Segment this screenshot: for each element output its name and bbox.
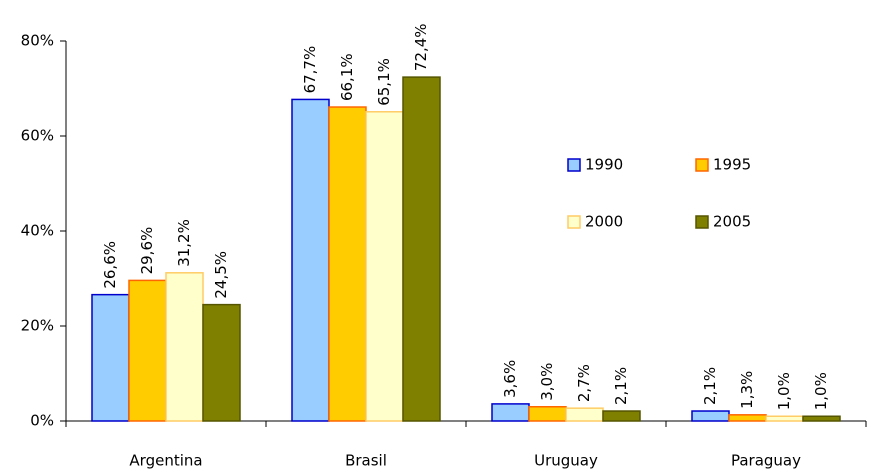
value-label: 2,1% <box>612 367 630 405</box>
x-tick-label: Uruguay <box>534 452 598 470</box>
value-label: 3,6% <box>501 360 519 398</box>
y-tick-label: 0% <box>30 412 54 430</box>
value-label: 2,7% <box>575 364 593 402</box>
legend-label: 1995 <box>713 156 751 174</box>
value-label: 66,1% <box>338 53 356 101</box>
x-tick-label: Brasil <box>345 452 387 470</box>
bar <box>565 407 604 422</box>
bar <box>291 98 330 422</box>
bar <box>202 303 241 422</box>
y-tick-label: 20% <box>21 317 54 335</box>
value-label: 3,0% <box>538 363 556 401</box>
y-tick-label: 40% <box>21 222 54 240</box>
legend-swatch <box>567 158 581 172</box>
bar <box>602 410 641 422</box>
value-label: 2,1% <box>701 367 719 405</box>
bar <box>802 415 841 422</box>
value-label: 29,6% <box>138 227 156 275</box>
legend-swatch <box>567 215 581 229</box>
x-tick-label: Argentina <box>129 452 202 470</box>
bar <box>691 410 730 422</box>
value-label: 72,4% <box>412 23 430 71</box>
bar <box>402 76 441 422</box>
legend-label: 1990 <box>585 156 623 174</box>
y-tick-label: 60% <box>21 127 54 145</box>
x-tick-label: Paraguay <box>731 452 801 470</box>
y-tick-label: 80% <box>21 32 54 50</box>
bar <box>765 415 804 422</box>
legend-label: 2005 <box>713 213 751 231</box>
value-label: 1,3% <box>738 371 756 409</box>
bar <box>128 279 167 422</box>
bar <box>365 111 404 422</box>
value-label: 67,7% <box>301 46 319 94</box>
legend-swatch <box>695 158 709 172</box>
value-label: 31,2% <box>175 219 193 267</box>
bar <box>491 403 530 422</box>
bar <box>328 106 367 422</box>
bar <box>728 414 767 422</box>
value-label: 24,5% <box>212 251 230 299</box>
legend-swatch <box>695 215 709 229</box>
legend-label: 2000 <box>585 213 623 231</box>
bar <box>91 293 130 422</box>
value-label: 1,0% <box>775 372 793 410</box>
value-label: 1,0% <box>812 372 830 410</box>
value-label: 26,6% <box>101 241 119 289</box>
bar <box>528 406 567 422</box>
bar <box>165 272 204 422</box>
value-label: 65,1% <box>375 58 393 106</box>
